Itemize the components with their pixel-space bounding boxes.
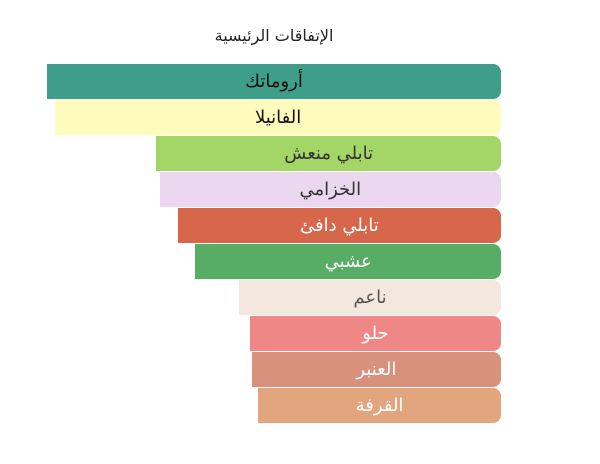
bar-label: الخزامي [299, 179, 362, 200]
bar-label: تابلي منعش [284, 143, 374, 164]
bar-label: تابلي دافئ [299, 215, 379, 236]
bar: القرفة [258, 388, 501, 423]
bar-label: الفانيلا [254, 107, 302, 128]
bar-label: ناعم [353, 287, 387, 308]
bar: ناعم [239, 280, 501, 315]
bar: أروماتك [47, 64, 501, 99]
bar-label: عشبي [324, 251, 372, 272]
bar: الفانيلا [55, 100, 501, 135]
bar: العنبر [251, 352, 501, 387]
bar-label: أروماتك [245, 71, 303, 92]
bar: عشبي [195, 244, 501, 279]
bar: تابلي دافئ [177, 208, 501, 243]
bar-label: القرفة [355, 395, 404, 416]
bar-label: حلو [362, 323, 389, 344]
bar: حلو [249, 316, 501, 351]
bar: تابلي منعش [156, 136, 501, 171]
chart-title: الإتفاقات الرئيسية [214, 26, 334, 45]
bar-label: العنبر [356, 359, 397, 380]
bar: الخزامي [159, 172, 501, 207]
